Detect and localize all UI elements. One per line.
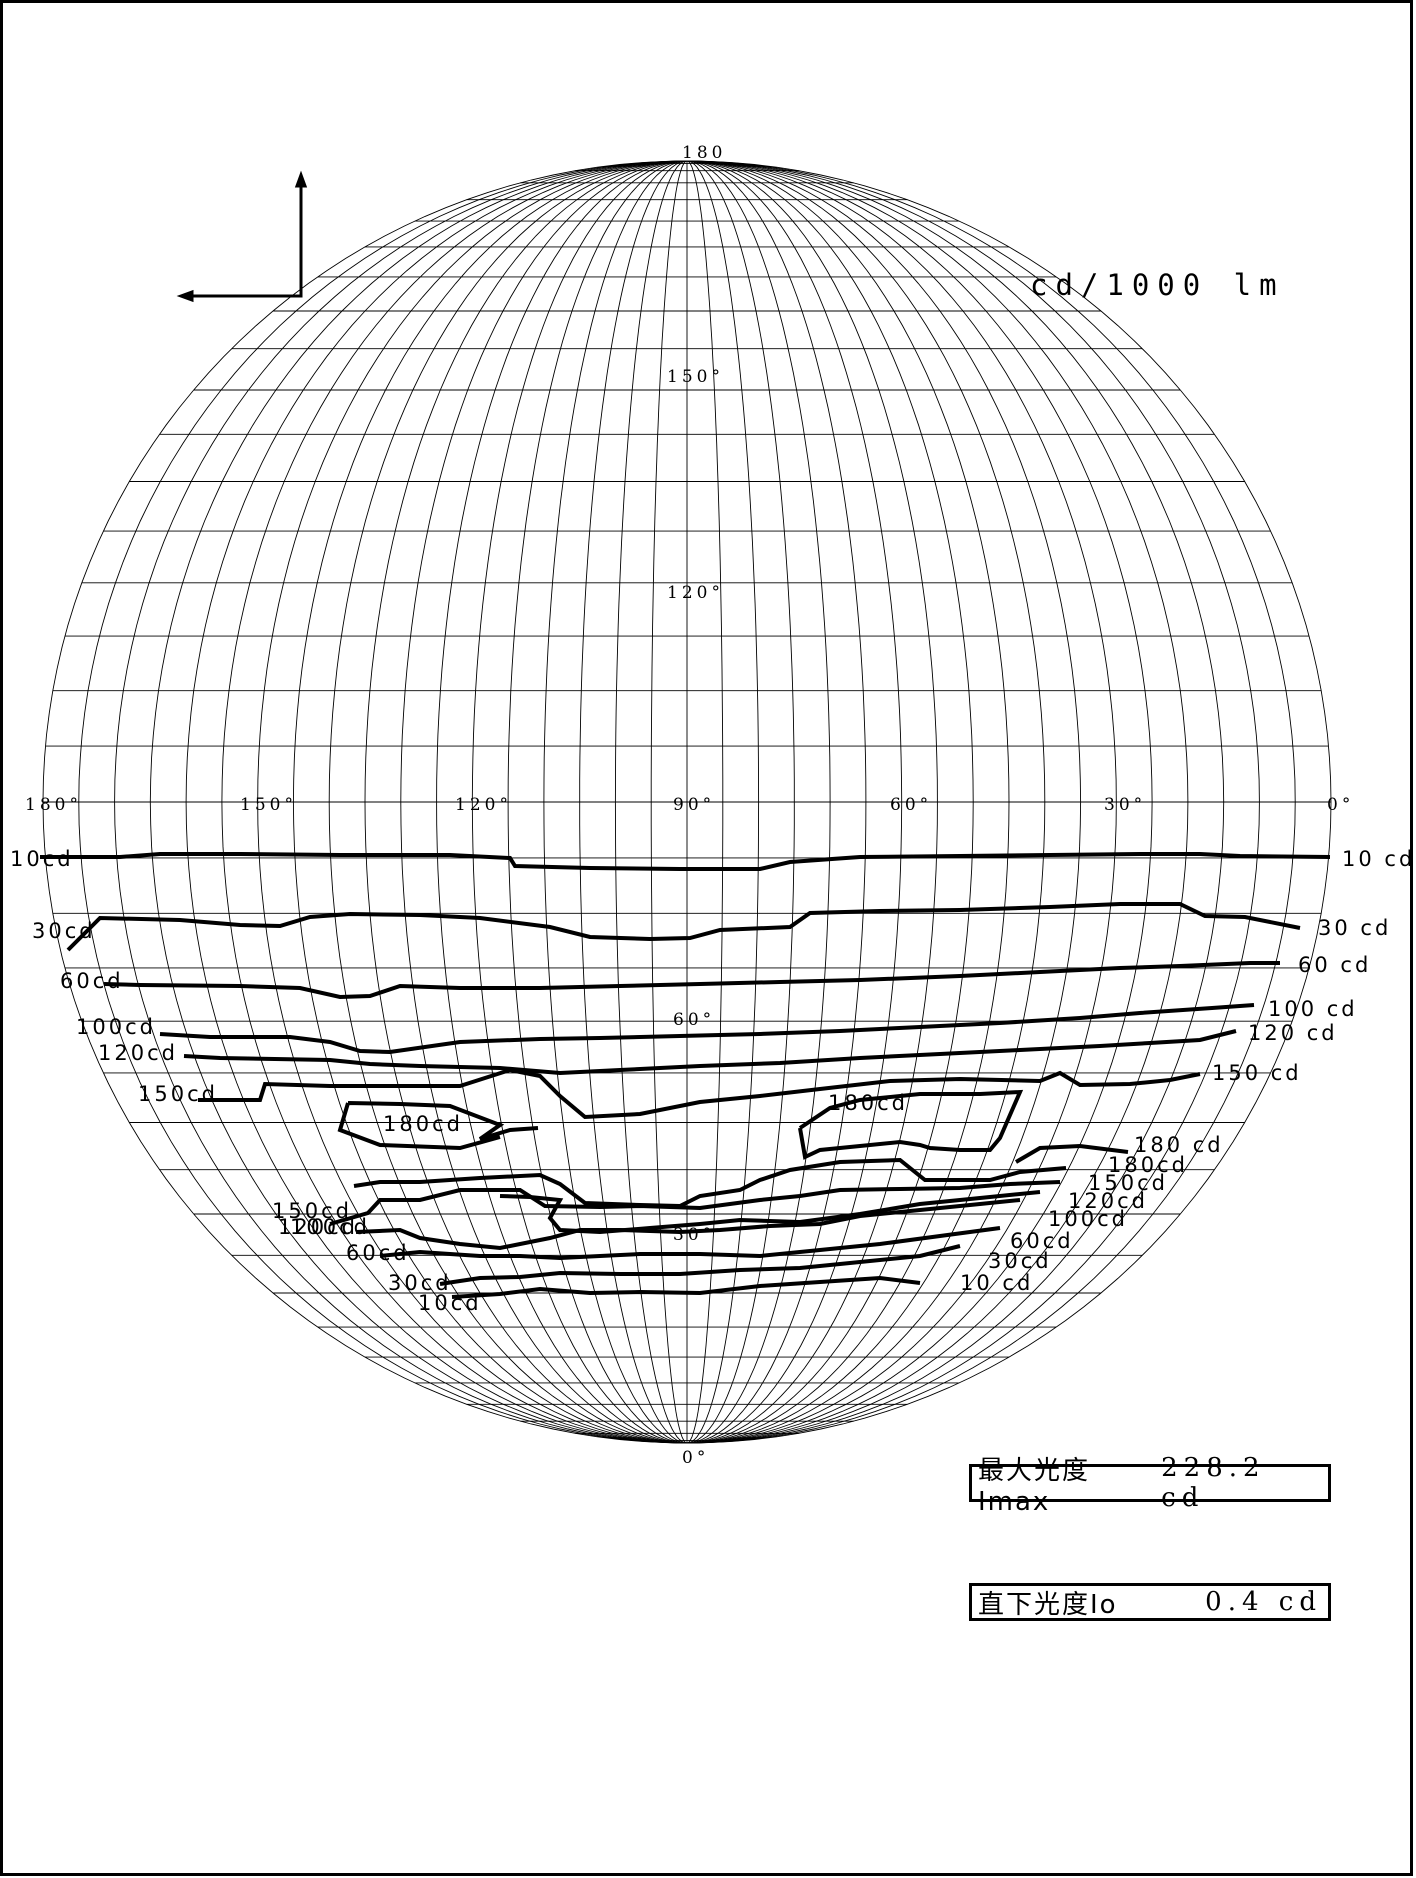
contour-label: 180cd <box>383 1112 463 1136</box>
imax-name: 最大光度Imax <box>978 1455 1091 1517</box>
contour-label: 100cd <box>290 1215 370 1239</box>
io-name: 直下光度Io <box>978 1589 1118 1620</box>
isocandela-line <box>198 1067 1201 1120</box>
contour-label: 10cd <box>10 847 74 871</box>
gamma-label-60: 60° <box>673 1010 715 1030</box>
pole-label-bottom: 0° <box>682 1448 709 1468</box>
pole-label-top: 180 <box>682 143 726 163</box>
orientation-marker <box>176 170 308 303</box>
isocandela-line <box>329 1180 1061 1226</box>
c-plane-label-150: 150° <box>240 795 297 815</box>
contour-label: 100cd <box>1048 1207 1128 1231</box>
isocandela-line <box>499 1190 1041 1235</box>
isocandela-line <box>40 852 1331 871</box>
contour-label: 30 cd <box>1318 916 1391 940</box>
isocandela-line <box>379 1226 1001 1261</box>
imax-box: 最大光度Imax 228.2 cd <box>969 1453 1331 1517</box>
contour-label: 60 cd <box>1298 953 1371 977</box>
isocandela-line <box>337 1089 1024 1160</box>
isocandela-line <box>451 1275 921 1299</box>
contour-label: 100 cd <box>1268 997 1358 1021</box>
unit-label: cd/1000 lm <box>1030 268 1285 302</box>
contour-label: 60cd <box>1010 1229 1074 1253</box>
gamma-label-120: 120° <box>667 583 724 603</box>
isocandela-line <box>353 1157 1067 1209</box>
c-plane-label-60: 60° <box>890 795 932 815</box>
isocandela-line <box>103 961 1280 1000</box>
contour-label: 30cd <box>32 919 96 943</box>
contour-label: 60cd <box>346 1241 410 1265</box>
arrow-left-icon <box>176 289 194 303</box>
contour-label: 10 cd <box>960 1271 1033 1295</box>
isocandela-line <box>1014 1143 1129 1164</box>
projection-grid <box>42 160 1332 1444</box>
contour-label: 120cd <box>278 1215 358 1239</box>
contour-label: 60cd <box>60 969 124 993</box>
gamma-label-150: 150° <box>667 367 724 387</box>
contour-label: 150cd <box>138 1082 218 1106</box>
isocandela-contours <box>40 852 1331 1299</box>
imax-value: 228.2 cd <box>1161 1453 1266 1513</box>
isocandela-line <box>66 902 1301 952</box>
isocandela-line <box>159 1003 1255 1055</box>
contour-label: 150 cd <box>1212 1061 1302 1085</box>
contour-label: 30cd <box>388 1271 452 1295</box>
contour-label: 120cd <box>98 1041 178 1065</box>
io-box: 直下光度Io 0.4 cd <box>969 1583 1331 1621</box>
contour-label: 120 cd <box>1248 1021 1338 1045</box>
contour-label: 180 cd <box>1134 1133 1224 1157</box>
c-plane-label-180: 180° <box>25 795 82 815</box>
contour-label: 180cd <box>1108 1153 1188 1177</box>
gamma-label-30: 30° <box>673 1225 715 1245</box>
contour-label: 120cd <box>1068 1189 1148 1213</box>
isocandela-line <box>355 1198 1021 1251</box>
arrow-up-icon <box>294 170 308 188</box>
c-plane-label-30: 30° <box>1104 795 1146 815</box>
c-plane-label-120: 120° <box>455 795 512 815</box>
contour-label: 180cd <box>828 1091 908 1115</box>
isocandela-line <box>183 1029 1237 1076</box>
isocandela-line <box>439 1244 961 1286</box>
c-plane-label-90: 90° <box>673 795 715 815</box>
c-plane-label-0: 0° <box>1327 795 1354 815</box>
contour-label: 30cd <box>988 1249 1052 1273</box>
contour-label: 10cd <box>418 1291 482 1315</box>
io-value: 0.4 cd <box>1205 1587 1322 1617</box>
contour-label: 100cd <box>76 1015 156 1039</box>
contour-label: 150cd <box>272 1199 352 1223</box>
contour-label: 150cd <box>1088 1171 1168 1195</box>
contour-label: 10 cd <box>1342 847 1415 871</box>
